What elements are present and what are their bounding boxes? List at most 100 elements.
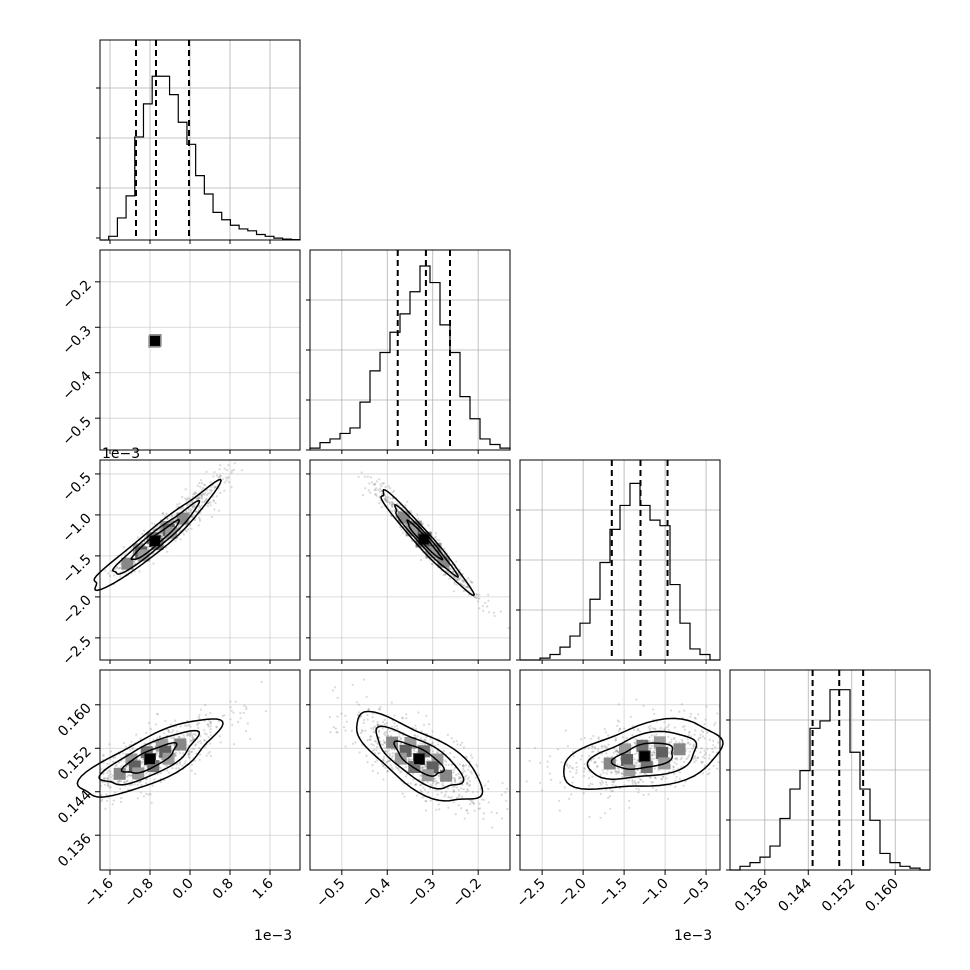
- scatter-point: [499, 610, 502, 613]
- scatter-point: [470, 754, 473, 757]
- scatter-point: [199, 740, 202, 743]
- scatter-point: [675, 775, 678, 779]
- scatter-point: [207, 725, 210, 728]
- scatter-point: [212, 499, 215, 502]
- scatter-point: [433, 777, 436, 780]
- scatter-point: [453, 790, 456, 793]
- scatter-point: [461, 770, 464, 774]
- scatter-point: [100, 794, 103, 797]
- scatter-point: [692, 744, 695, 748]
- scatter-point: [408, 758, 411, 761]
- scatter-point: [428, 723, 431, 726]
- scatter-point: [87, 776, 89, 778]
- scatter-point: [344, 729, 347, 732]
- scatter-point: [175, 767, 178, 770]
- scatter-point: [219, 741, 222, 744]
- scatter-panel-2-1: [99, 249, 301, 451]
- scatter-point: [406, 500, 409, 503]
- scatter-point: [186, 503, 190, 506]
- scatter-point: [239, 712, 242, 715]
- scatter-point: [231, 469, 234, 472]
- scatter-point: [177, 767, 180, 770]
- scatter-point: [378, 478, 381, 481]
- scatter-point: [436, 751, 439, 754]
- scatter-point: [692, 743, 695, 746]
- scatter-point: [118, 782, 121, 785]
- scatter-point: [680, 765, 683, 768]
- scatter-point: [336, 731, 339, 734]
- scatter-point: [458, 776, 461, 779]
- scatter-point: [382, 739, 385, 742]
- scatter-point: [391, 754, 394, 758]
- scatter-point: [424, 799, 427, 803]
- y-tick-label: −0.4: [59, 368, 94, 403]
- scatter-point: [460, 780, 463, 783]
- scatter-point: [653, 767, 657, 770]
- scatter-point: [369, 491, 372, 494]
- scatter-point: [171, 729, 175, 732]
- density-cell: [656, 746, 669, 759]
- scatter-point: [583, 766, 586, 770]
- scatter-point: [367, 489, 370, 492]
- scatter-point: [653, 751, 656, 755]
- scatter-point: [703, 723, 706, 726]
- scatter-point: [393, 748, 396, 751]
- scatter-point: [466, 781, 469, 784]
- scatter-point: [648, 736, 651, 739]
- scatter-point: [372, 726, 375, 729]
- scatter-point: [692, 757, 695, 760]
- scatter-point: [706, 748, 709, 751]
- scatter-point: [388, 752, 392, 755]
- scatter-point: [469, 803, 472, 806]
- scatter-point: [166, 769, 169, 772]
- scatter-point: [109, 758, 112, 761]
- scatter-point: [116, 780, 119, 783]
- scatter-point: [476, 600, 480, 603]
- scatter-point: [191, 733, 194, 736]
- scatter-point: [621, 772, 624, 776]
- scatter-point: [188, 753, 191, 756]
- scatter-point: [495, 812, 498, 815]
- x-tick-label: 0.136: [732, 875, 772, 915]
- scatter-point: [207, 723, 210, 726]
- scatter-point: [433, 536, 436, 539]
- scatter-point: [119, 562, 122, 565]
- scatter-point: [205, 754, 208, 757]
- scatter-point: [438, 539, 441, 542]
- scatter-point: [184, 497, 187, 500]
- scatter-point: [190, 527, 193, 530]
- scatter-point: [333, 686, 336, 689]
- density-cell: [603, 757, 616, 770]
- scatter-point: [381, 727, 384, 730]
- scatter-point: [245, 708, 248, 711]
- scatter-point: [571, 767, 575, 770]
- scatter-point: [101, 798, 104, 801]
- scatter-point: [360, 471, 363, 474]
- scatter-point: [181, 495, 184, 499]
- scatter-point: [243, 704, 246, 707]
- scatter-point: [572, 755, 575, 758]
- scatter-point: [660, 777, 663, 781]
- scatter-point: [601, 769, 604, 772]
- scatter-point: [175, 763, 179, 766]
- scatter-point: [460, 741, 464, 744]
- scatter-point: [452, 570, 455, 574]
- scatter-point: [672, 768, 675, 771]
- scatter-point: [600, 779, 604, 782]
- scatter-point: [616, 771, 620, 774]
- scatter-point: [390, 503, 393, 506]
- scatter-point: [452, 768, 455, 772]
- scatter-point: [332, 726, 335, 729]
- panel-frame: [99, 459, 301, 661]
- scatter-point: [617, 720, 621, 723]
- scatter-point: [390, 756, 393, 760]
- scatter-point: [195, 497, 198, 501]
- scatter-point: [191, 735, 194, 738]
- scatter-point: [103, 778, 106, 781]
- scatter-point: [435, 808, 438, 811]
- scatter-point: [650, 781, 653, 784]
- scatter-point: [689, 743, 692, 746]
- scatter-point: [390, 501, 393, 504]
- scatter-panel-3-2: [309, 459, 511, 661]
- scatter-point: [195, 492, 198, 495]
